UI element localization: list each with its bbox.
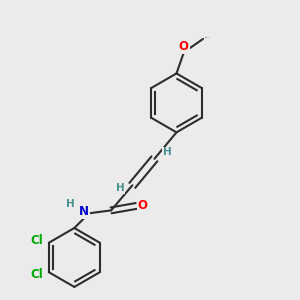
Text: Cl: Cl xyxy=(31,268,44,281)
Text: Cl: Cl xyxy=(31,234,44,247)
Text: methyl: methyl xyxy=(205,37,209,38)
Text: N: N xyxy=(79,205,89,218)
Text: O: O xyxy=(138,199,148,212)
Text: O: O xyxy=(179,40,189,53)
Text: H: H xyxy=(163,147,172,158)
Text: H: H xyxy=(66,200,75,209)
Text: H: H xyxy=(116,183,124,193)
